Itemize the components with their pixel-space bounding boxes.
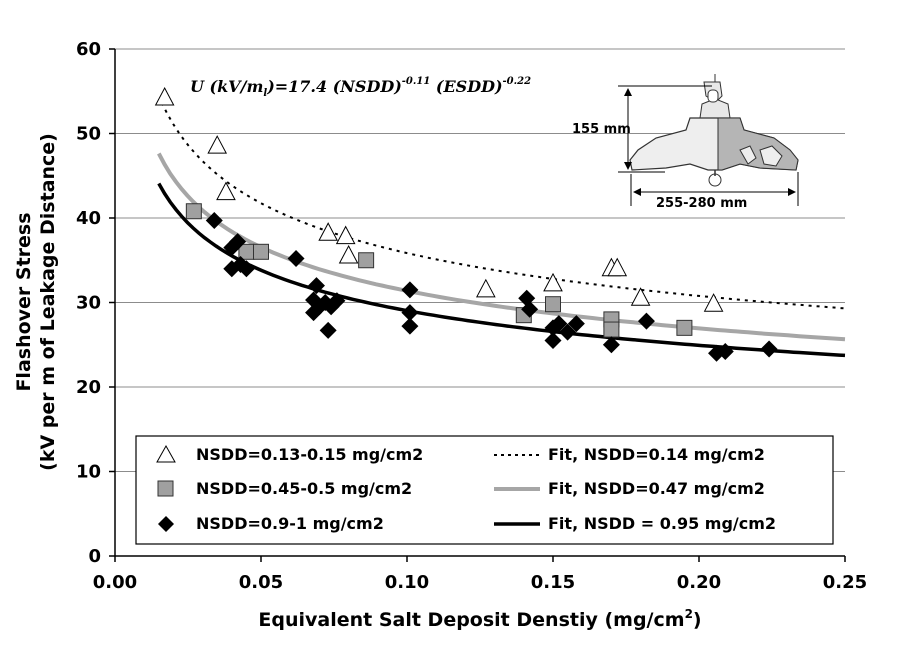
diamond-data-point xyxy=(550,315,568,333)
x-axis-title: Equivalent Salt Deposit Denstiy (mg/cm2) xyxy=(258,607,701,631)
triangle-data-point xyxy=(335,225,356,245)
square-data-point xyxy=(603,321,620,338)
y-tick-label: 40 xyxy=(76,208,101,229)
legend-label-fit-047: Fit, NSDD=0.47 mg/cm2 xyxy=(548,479,765,498)
triangle-data-point xyxy=(216,181,236,201)
height-arrow-down xyxy=(624,162,632,170)
x-tick-label: 0.20 xyxy=(677,572,721,593)
fit-curves xyxy=(157,102,846,358)
diamond-data-point xyxy=(637,312,655,330)
legend-square-marker xyxy=(157,480,174,497)
data-markers xyxy=(154,86,778,362)
legend-label-nsdd-047: NSDD=0.45-0.5 mg/cm2 xyxy=(196,479,412,498)
diamond-data-point xyxy=(287,250,305,268)
y-tick-label: 30 xyxy=(76,293,101,314)
fit-curve-line xyxy=(157,152,846,342)
y-tick-label: 0 xyxy=(88,546,101,567)
legend-diamond-marker xyxy=(158,516,174,532)
insulator-illustration: 155 mm 255-280 mm xyxy=(572,74,799,211)
square-data-point xyxy=(253,243,269,260)
diamond-data-point xyxy=(401,317,419,335)
x-tick-label: 0.10 xyxy=(385,572,429,593)
square-data-point xyxy=(185,203,202,220)
legend: NSDD=0.13-0.15 mg/cm2 NSDD=0.45-0.5 mg/c… xyxy=(135,435,834,545)
triangle-data-point xyxy=(607,257,628,277)
triangle-data-point xyxy=(207,135,228,154)
diamond-data-point xyxy=(328,292,346,310)
triangle-data-point xyxy=(476,278,496,298)
y-tick-label: 50 xyxy=(76,124,101,145)
y-tick-label: 20 xyxy=(76,377,101,398)
diamond-data-point xyxy=(716,343,734,361)
diamond-data-point xyxy=(760,340,778,358)
diamond-data-point xyxy=(544,332,562,350)
x-tick-label: 0.05 xyxy=(239,572,283,593)
formula-text: U (kV/ml)=17.4 (NSDD)-0.11 (ESDD)-0.22 xyxy=(190,76,531,99)
square-data-point xyxy=(676,319,693,336)
x-axis-ticks: 0.00 0.05 0.10 0.15 0.20 0.25 xyxy=(93,556,867,593)
legend-label-nsdd-014: NSDD=0.13-0.15 mg/cm2 xyxy=(196,445,423,464)
grid-lines xyxy=(115,48,845,472)
insulator-drawing xyxy=(629,74,799,187)
x-tick-label: 0.25 xyxy=(823,572,867,593)
width-arrow-right xyxy=(788,188,796,196)
legend-triangle-marker xyxy=(156,444,176,463)
diamond-data-point xyxy=(559,323,577,341)
y-axis-title-line1: Flashover Stress xyxy=(13,212,35,391)
triangle-data-point xyxy=(703,293,724,312)
x-tick-label: 0.00 xyxy=(93,572,137,593)
square-data-point xyxy=(358,252,375,269)
diamond-data-point xyxy=(319,321,337,339)
height-arrow-up xyxy=(624,88,632,96)
legend-label-fit-014: Fit, NSDD=0.14 mg/cm2 xyxy=(548,445,765,464)
triangle-data-point xyxy=(318,222,338,241)
diamond-data-point xyxy=(602,336,620,354)
diamond-data-point xyxy=(567,315,585,333)
height-label: 155 mm xyxy=(572,122,631,137)
triangle-data-point xyxy=(543,272,563,292)
triangle-data-point xyxy=(338,244,359,264)
y-tick-label: 60 xyxy=(76,39,101,60)
diamond-data-point xyxy=(307,277,325,295)
width-label: 255-280 mm xyxy=(656,196,747,211)
y-axis-ticks: 0 10 20 30 40 50 60 xyxy=(76,39,115,567)
diamond-data-point xyxy=(401,281,419,299)
diamond-data-point xyxy=(237,260,255,278)
x-tick-label: 0.15 xyxy=(531,572,575,593)
triangle-data-point xyxy=(154,86,175,106)
legend-label-fit-095: Fit, NSDD = 0.95 mg/cm2 xyxy=(548,514,776,533)
fit-curve-line xyxy=(160,102,846,310)
legend-label-nsdd-095: NSDD=0.9-1 mg/cm2 xyxy=(196,514,384,533)
width-arrow-left xyxy=(633,188,641,196)
fit-curve-line xyxy=(157,182,846,358)
diamond-data-point xyxy=(521,300,539,318)
diamond-data-point xyxy=(401,304,419,322)
legend-box xyxy=(135,435,834,545)
diamond-data-point xyxy=(229,233,247,251)
diamond-data-point xyxy=(205,212,223,230)
y-tick-label: 10 xyxy=(76,462,101,483)
triangle-data-point xyxy=(630,287,651,306)
y-axis-title-line2: (kV per m of Leakage Distance) xyxy=(37,133,59,471)
square-data-point xyxy=(545,296,561,313)
